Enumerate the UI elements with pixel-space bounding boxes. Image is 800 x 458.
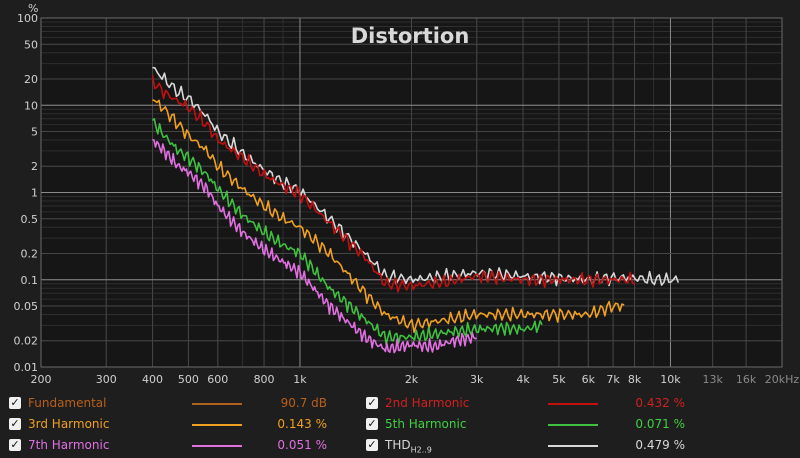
y-tick-label: 0.1 (21, 274, 39, 287)
legend-item-thd: ✓ THDH2..9 0.479 % (0, 438, 800, 458)
legend-checkbox-fundamental[interactable]: ✓ (9, 396, 21, 409)
x-tick-label: 16k (736, 373, 757, 386)
legend-checkbox-7th-harmonic[interactable]: ✓ (9, 438, 21, 451)
y-tick-label: 0.05 (14, 300, 39, 313)
x-tick-label: 200 (31, 373, 52, 386)
x-tick-label: 1k (293, 373, 307, 386)
legend-checkbox-3rd-harmonic[interactable]: ✓ (9, 417, 21, 430)
x-tick-label: 800 (254, 373, 275, 386)
x-tick-label: 5k (552, 373, 566, 386)
legend-checkbox-thd[interactable]: ✓ (366, 438, 378, 451)
legend-item-7th-harmonic: ✓ 7th Harmonic 0.051 % (0, 438, 800, 458)
y-tick-label: 0.02 (14, 335, 39, 348)
legend-value: 0.051 % (277, 438, 327, 452)
plot-border (40, 17, 783, 368)
x-tick-label: 7k (606, 373, 620, 386)
y-tick-label: 1 (31, 187, 38, 200)
legend-checkbox-5th-harmonic[interactable]: ✓ (366, 417, 378, 430)
legend-line-swatch (192, 403, 242, 405)
x-tick-label: 20kHz (765, 373, 800, 386)
x-tick-label: 2k (405, 373, 419, 386)
y-tick-label: 50 (24, 38, 38, 51)
legend-value: 90.7 dB (280, 396, 327, 410)
y-tick-label: 0.01 (14, 361, 39, 374)
series-line-5th-harmonic (151, 118, 543, 346)
x-tick-label: 3k (470, 373, 484, 386)
x-tick-label: 400 (142, 373, 163, 386)
chart-title: Distortion (351, 24, 470, 48)
legend-name: THDH2..9 (385, 438, 432, 455)
legend-line-swatch (548, 403, 598, 405)
y-tick-label: 20 (24, 73, 38, 86)
x-tick-label: 8k (628, 373, 642, 386)
x-tick-label: 500 (178, 373, 199, 386)
y-tick-label: 10 (24, 99, 38, 112)
x-tick-label: 10k (660, 373, 681, 386)
legend-value: 0.432 % (635, 396, 685, 410)
legend-checkbox-2nd-harmonic[interactable]: ✓ (366, 396, 378, 409)
legend-value: 0.479 % (635, 438, 685, 452)
legend-line-swatch (548, 424, 598, 426)
y-tick-label: 2 (31, 160, 38, 173)
legend-name: 5th Harmonic (385, 417, 467, 431)
legend-item-fundamental: ✓ Fundamental 90.7 dB (0, 396, 800, 416)
legend-item-5th-harmonic: ✓ 5th Harmonic 0.071 % (0, 417, 800, 437)
legend-value: 0.071 % (635, 417, 685, 431)
legend-name: 7th Harmonic (28, 438, 110, 452)
legend-value: 0.143 % (277, 417, 327, 431)
legend: ✓ Fundamental 90.7 dB ✓ 2nd Harmonic 0.432 % ✓… (0, 392, 800, 456)
x-tick-label: 4k (516, 373, 530, 386)
series-line-3rd-harmonic (152, 99, 625, 334)
distortion-plot[interactable]: 200 300 400 500 600 800 1k 2k 3k 4k 5k 6k 7k 8k 10k 13k… (0, 0, 800, 390)
legend-name: 3rd Harmonic (28, 417, 110, 431)
y-tick-label: 5 (31, 126, 38, 139)
x-tick-label: 300 (96, 373, 117, 386)
y-tick-label: 0.5 (21, 213, 39, 226)
legend-name: 2nd Harmonic (385, 396, 470, 410)
legend-line-swatch (192, 445, 242, 447)
y-tick-label: 0.2 (21, 247, 39, 260)
series-line-7th-harmonic (152, 138, 478, 354)
legend-line-swatch (192, 424, 242, 426)
x-tick-label: 13k (702, 373, 723, 386)
legend-item-2nd-harmonic: ✓ 2nd Harmonic 0.432 % (0, 396, 800, 416)
legend-item-3rd-harmonic: ✓ 3rd Harmonic 0.143 % (0, 417, 800, 437)
x-tick-label: 600 (207, 373, 228, 386)
x-tick-label: 6k (582, 373, 596, 386)
legend-line-swatch (548, 445, 598, 447)
series-line-2nd-harmonic (151, 74, 636, 293)
legend-name: Fundamental (28, 396, 107, 410)
y-tick-label: 100 (17, 12, 38, 25)
y-unit-label: % (28, 2, 38, 15)
